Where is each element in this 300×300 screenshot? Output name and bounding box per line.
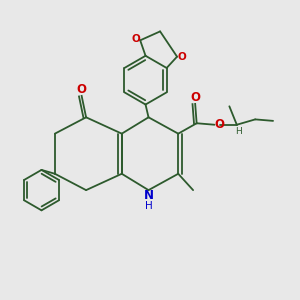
Text: O: O bbox=[214, 118, 224, 131]
Text: O: O bbox=[131, 34, 140, 44]
Text: O: O bbox=[190, 91, 200, 104]
Text: O: O bbox=[76, 83, 86, 96]
Text: N: N bbox=[144, 189, 154, 202]
Text: O: O bbox=[177, 52, 186, 62]
Text: H: H bbox=[145, 200, 153, 211]
Text: H: H bbox=[235, 127, 242, 136]
